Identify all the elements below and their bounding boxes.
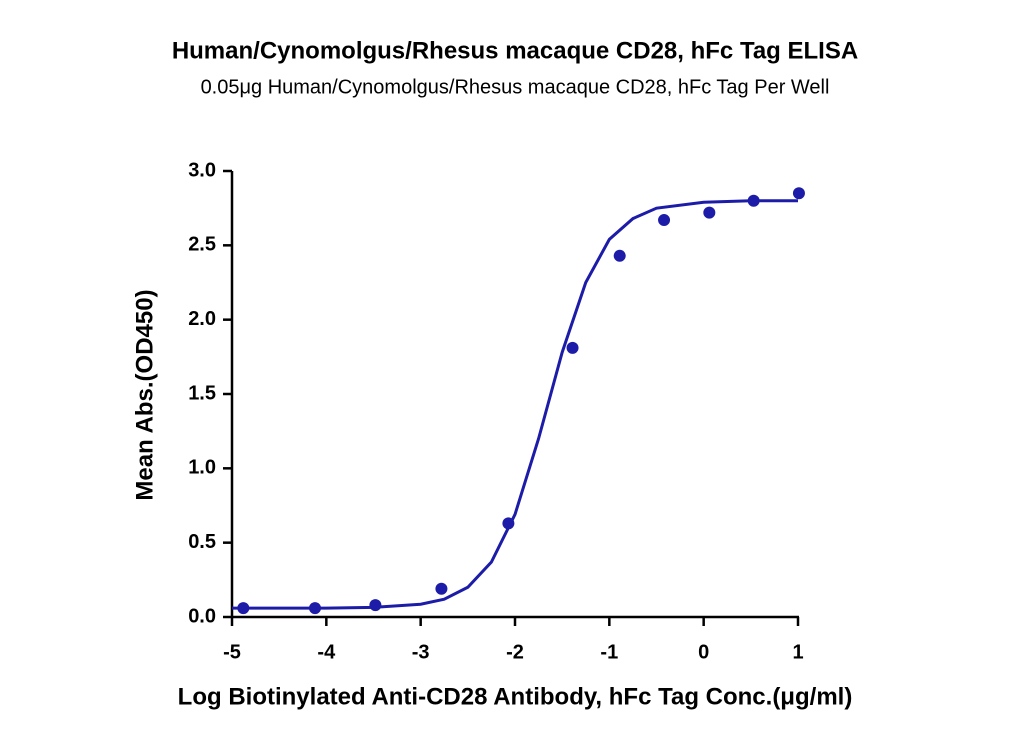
y-axis-label: Mean Abs.(OD450) bbox=[131, 289, 158, 500]
x-tick-label: -5 bbox=[223, 641, 241, 663]
y-tick-label: 2.0 bbox=[188, 308, 216, 330]
chart-title: Human/Cynomolgus/Rhesus macaque CD28, hF… bbox=[172, 37, 858, 64]
x-tick-label: -3 bbox=[412, 641, 430, 663]
data-point bbox=[435, 582, 448, 595]
data-point bbox=[613, 249, 626, 262]
y-tick-label: 0.0 bbox=[188, 605, 216, 627]
data-point bbox=[792, 187, 805, 200]
fit-curve bbox=[232, 199, 798, 610]
data-point bbox=[369, 599, 382, 612]
chart-subtitle: 0.05μg Human/Cynomolgus/Rhesus macaque C… bbox=[201, 76, 830, 98]
y-tick-label: 3.0 bbox=[188, 159, 216, 181]
x-tick-label: -2 bbox=[506, 641, 524, 663]
x-tick-label: 1 bbox=[792, 641, 803, 663]
data-point bbox=[566, 341, 579, 354]
y-tick-label: 0.5 bbox=[188, 531, 216, 553]
y-tick-label: 1.0 bbox=[188, 457, 216, 479]
data-point bbox=[703, 206, 716, 219]
x-tick-label: -1 bbox=[600, 641, 618, 663]
y-tick-label: 1.5 bbox=[188, 382, 216, 404]
x-tick-label: -4 bbox=[317, 641, 336, 663]
x-axis-label: Log Biotinylated Anti-CD28 Antibody, hFc… bbox=[178, 683, 853, 710]
y-tick-label: 2.5 bbox=[188, 234, 216, 256]
x-tick-label: 0 bbox=[698, 641, 709, 663]
data-point bbox=[658, 214, 671, 227]
